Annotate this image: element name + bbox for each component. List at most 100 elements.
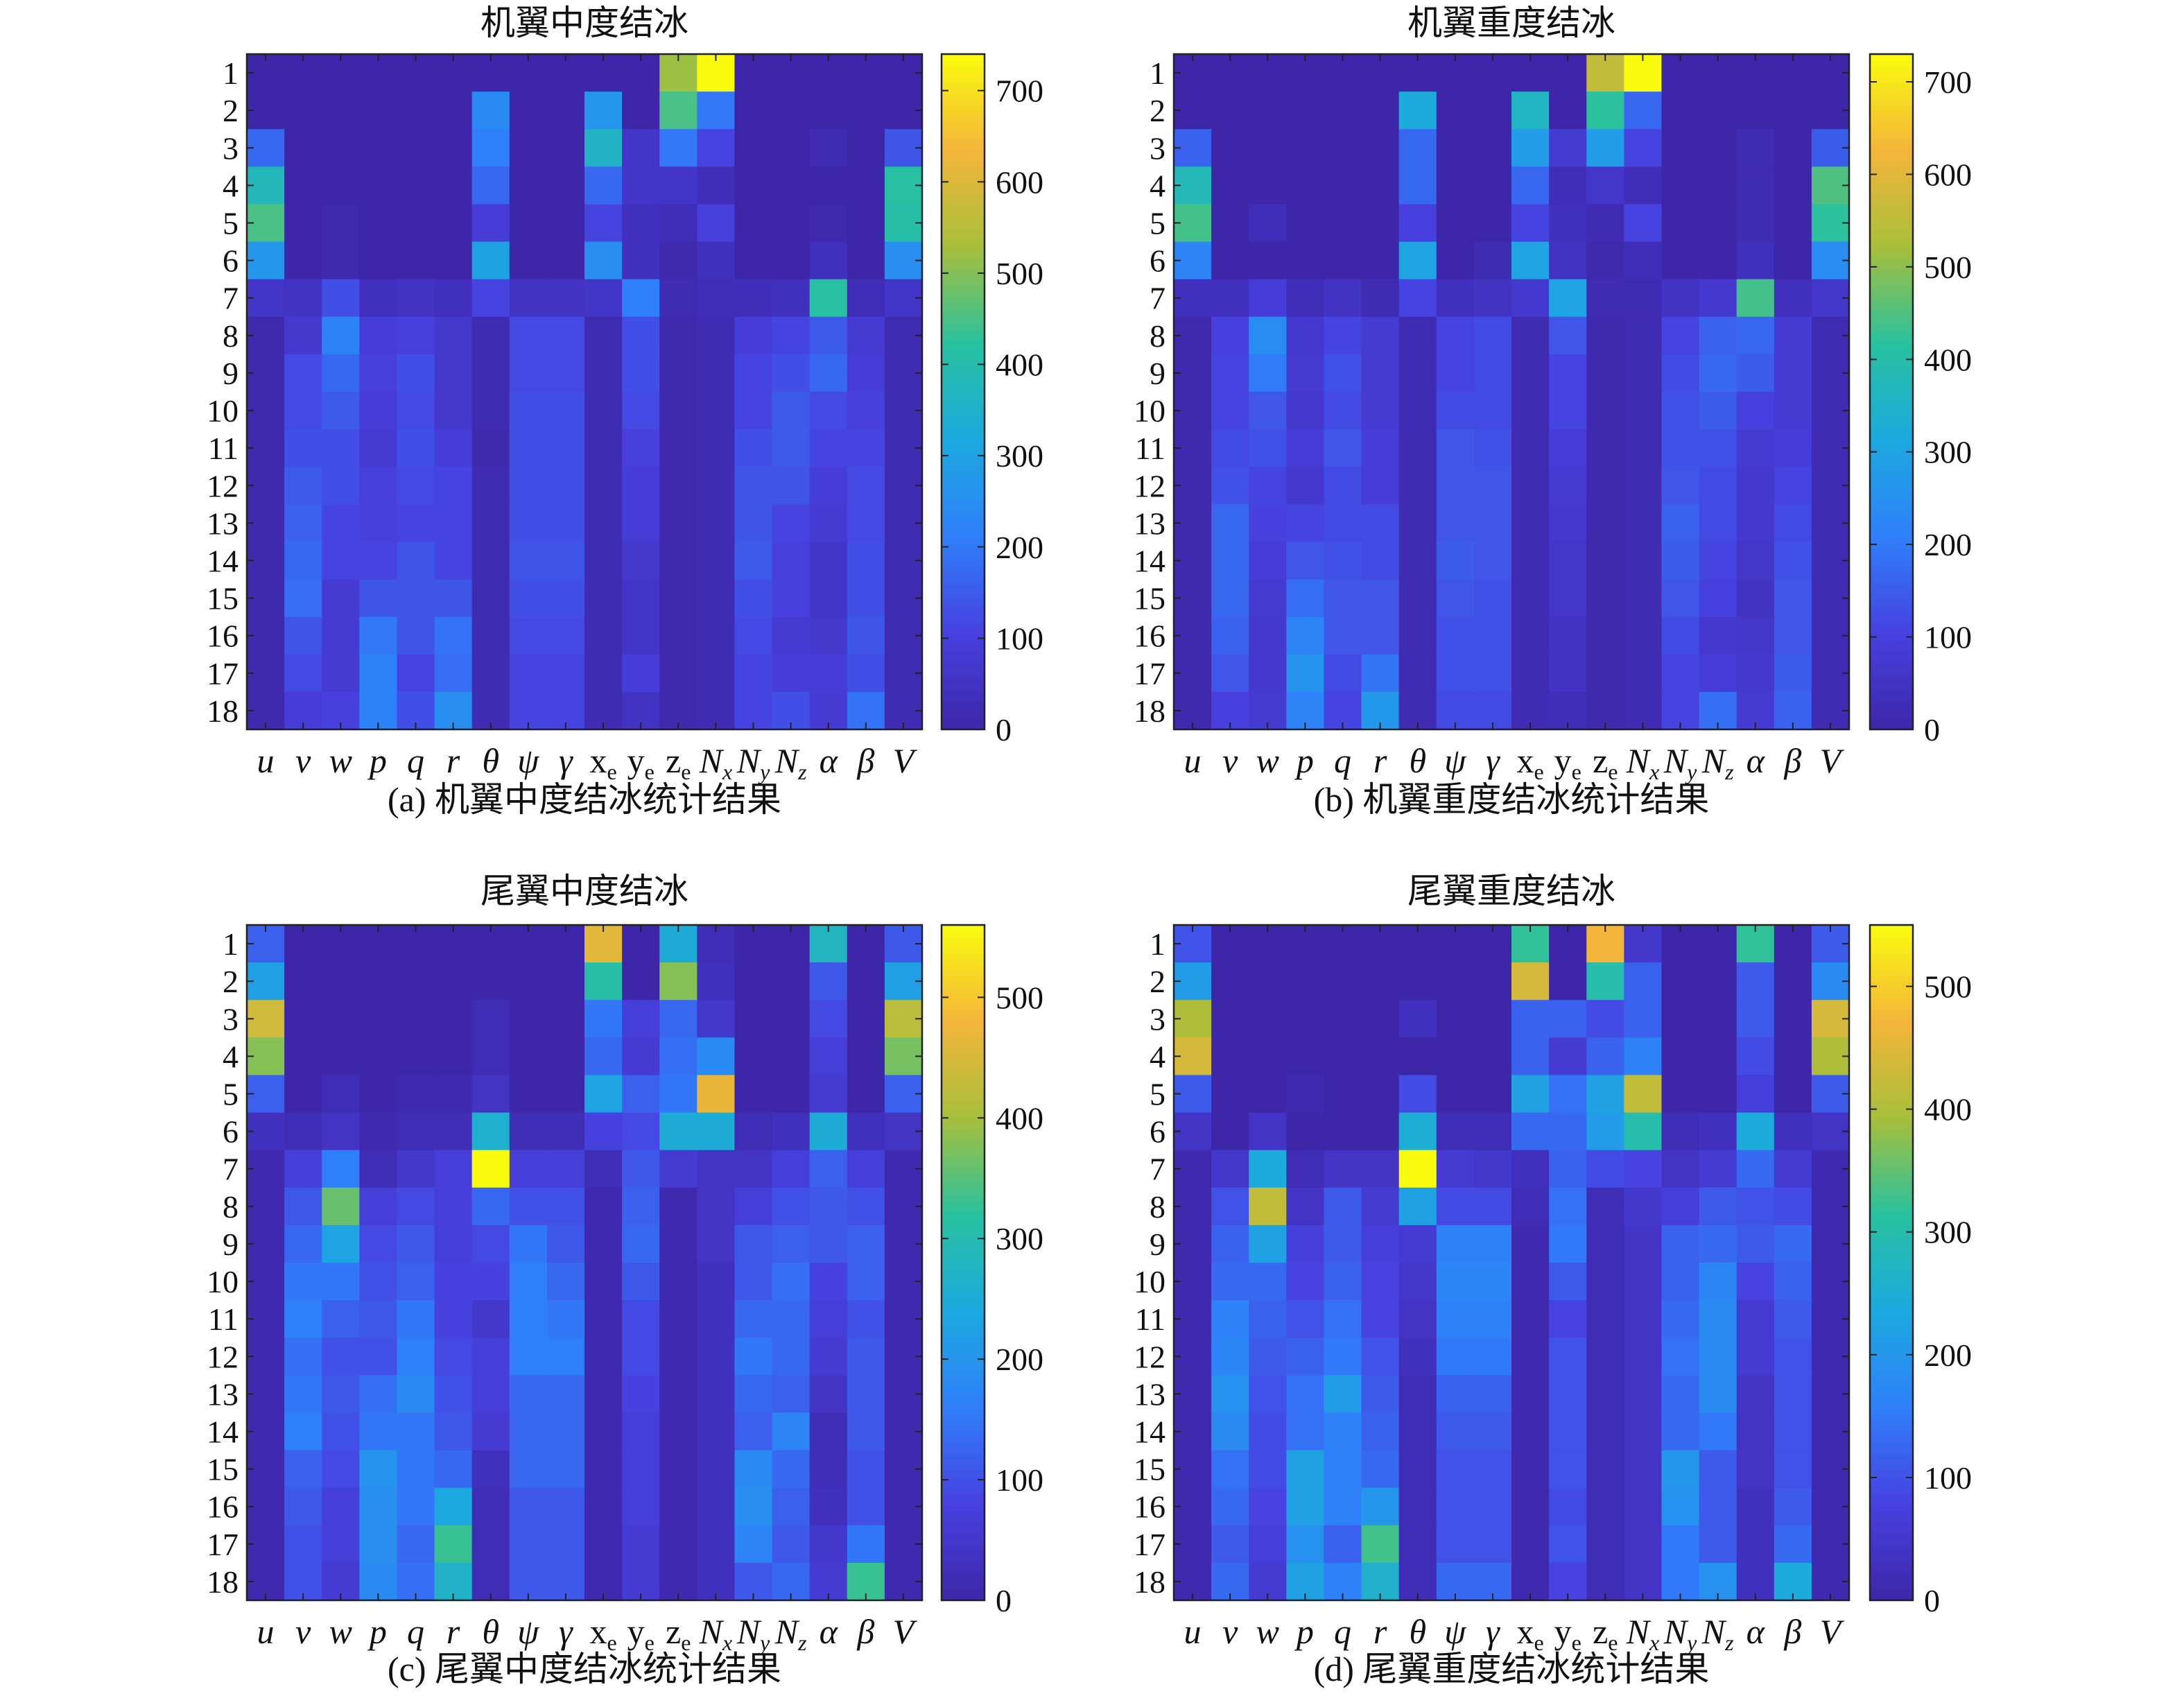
- heatmap-cell: [322, 354, 360, 392]
- heatmap-cell: [322, 1300, 360, 1338]
- colorbar-tick-label: 600: [1924, 157, 1972, 192]
- x-tick-base: γ: [559, 741, 573, 780]
- x-tick-label: γ: [559, 741, 573, 780]
- heatmap-cell: [1661, 279, 1700, 318]
- heatmap-cell: [1473, 1525, 1512, 1564]
- y-tick-label: 16: [207, 1489, 239, 1525]
- colorbar-step: [942, 1448, 985, 1455]
- heatmap-cell: [847, 1338, 885, 1376]
- heatmap-cell: [1586, 962, 1624, 1001]
- colorbar-step: [1870, 695, 1913, 702]
- heatmap-cell: [622, 1525, 660, 1564]
- heatmap-cell: [359, 92, 398, 130]
- x-tick-label: V: [893, 1612, 918, 1651]
- colorbar-tick-label: 100: [996, 621, 1043, 656]
- heatmap-cell: [1661, 1224, 1700, 1263]
- colorbar-step: [1870, 347, 1913, 353]
- x-tick-base: α: [820, 741, 839, 780]
- colorbar-frame: [940, 53, 986, 731]
- colorbar-step: [1870, 425, 1913, 432]
- heatmap-cell: [1699, 392, 1737, 430]
- heatmap-cell: [1699, 962, 1737, 1001]
- heatmap-cell: [847, 354, 885, 392]
- y-tick-label: 8: [1150, 318, 1165, 354]
- heatmap-cell: [622, 616, 660, 655]
- colorbar-step: [942, 1505, 985, 1511]
- heatmap-cell: [1286, 316, 1325, 355]
- heatmap-cell: [1549, 504, 1587, 543]
- heatmap-cells: [247, 925, 923, 1601]
- colorbar-step: [1870, 268, 1913, 275]
- heatmap-cell: [622, 1338, 660, 1376]
- heatmap-cell: [1549, 354, 1587, 392]
- colorbar-step: [1870, 1279, 1913, 1286]
- heatmap-cell: [584, 279, 623, 318]
- heatmap-cell: [622, 1487, 660, 1526]
- heatmap-cell: [1549, 1037, 1587, 1076]
- heatmap-cell: [359, 1187, 398, 1226]
- heatmap-cell: [1736, 1525, 1775, 1564]
- colorbar-step: [1870, 194, 1913, 201]
- x-tick-base: x: [1516, 1612, 1534, 1651]
- colorbar-step: [942, 673, 985, 680]
- colorbar-step: [942, 313, 985, 320]
- x-tick-base: θ: [1409, 1612, 1426, 1651]
- heatmap-cell: [1249, 1375, 1287, 1414]
- heatmap-cell: [1774, 1450, 1812, 1489]
- heatmap-cell: [1436, 1037, 1475, 1076]
- heatmap-cell: [584, 1525, 623, 1564]
- x-tick-label: Nx: [699, 741, 733, 784]
- colorbar-step: [1870, 217, 1913, 224]
- colorbar-step: [1870, 1341, 1913, 1348]
- heatmap-cell: [1699, 166, 1737, 205]
- colorbar-step: [942, 1498, 985, 1505]
- heatmap-cell: [734, 1450, 773, 1489]
- heatmap-cell: [1511, 316, 1550, 355]
- heatmap-cell: [1774, 1224, 1812, 1263]
- colorbar-step: [942, 1043, 985, 1050]
- heatmap-cell: [284, 1037, 322, 1076]
- x-tick-label: Nx: [699, 1612, 733, 1655]
- colorbar-tick-label: 400: [1924, 1092, 1972, 1127]
- y-tick-label: 13: [207, 505, 239, 541]
- colorbar-step: [1870, 953, 1913, 960]
- colorbar-step: [942, 459, 985, 466]
- heatmap-cell: [734, 467, 773, 505]
- heatmap-cell: [1511, 354, 1550, 392]
- heatmap-cell: [1661, 1112, 1700, 1151]
- colorbar-step: [942, 1189, 985, 1196]
- colorbar-tick-label: 0: [1924, 1583, 1940, 1618]
- y-tick-label: 1: [223, 55, 239, 91]
- x-tick-base: v: [1222, 1612, 1238, 1651]
- y-tick-label: 12: [1134, 468, 1165, 503]
- colorbar-step: [942, 200, 985, 207]
- heatmap-cell: [1699, 1263, 1737, 1301]
- colorbar-step: [942, 1251, 985, 1258]
- heatmap-cell: [697, 1525, 736, 1564]
- heatmap-cell: [397, 467, 435, 505]
- x-tick-label: ye: [1554, 741, 1581, 784]
- heatmap-cell: [322, 1037, 360, 1076]
- heatmap-cell: [1511, 1375, 1550, 1414]
- heatmap-cell: [1661, 1187, 1700, 1226]
- colorbar-step: [942, 538, 985, 544]
- colorbar-step: [942, 284, 985, 291]
- colorbar-step: [1870, 718, 1913, 725]
- colorbar-step: [942, 594, 985, 601]
- heatmap-cell: [1473, 129, 1512, 167]
- colorbar-step: [1870, 189, 1913, 196]
- heatmap-cell: [397, 1450, 435, 1489]
- heatmap-cell: [1774, 1037, 1812, 1076]
- x-tick-base: N: [1701, 741, 1727, 780]
- heatmap-cell: [584, 1187, 623, 1226]
- heatmap-cell: [659, 962, 697, 1001]
- heatmap-cell: [434, 1000, 473, 1038]
- colorbar-step: [942, 1172, 985, 1179]
- colorbar-step: [942, 958, 985, 965]
- heatmap-cell: [434, 1112, 473, 1151]
- colorbar-step: [1870, 290, 1913, 297]
- colorbar-step: [1870, 577, 1913, 584]
- heatmap-cell: [284, 1112, 322, 1151]
- heatmap-cell: [1286, 279, 1325, 318]
- heatmap-cell: [397, 1112, 435, 1151]
